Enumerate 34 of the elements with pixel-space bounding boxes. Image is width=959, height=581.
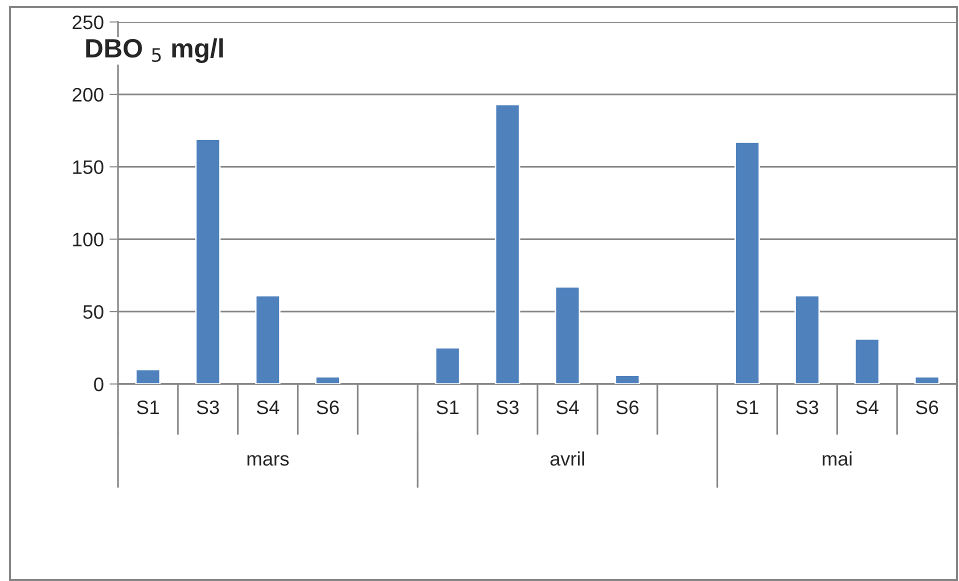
bar (554, 286, 580, 384)
y-tick-label: 50 (83, 305, 104, 319)
text: mars (248, 455, 289, 466)
bar (794, 294, 820, 384)
x-tick-label: S6 (616, 400, 638, 414)
x-tick-label: S3 (196, 400, 219, 414)
bar (315, 376, 340, 384)
x-tick-label: S6 (916, 400, 938, 414)
x-tick-label: S1 (736, 400, 758, 414)
y-tick-label: 0 (94, 377, 104, 392)
x-tick-label: S4 (256, 400, 280, 414)
text: mai (822, 451, 852, 466)
bar (614, 374, 640, 384)
bar (854, 338, 880, 384)
x-tick-label: S1 (436, 400, 459, 414)
text: avril (550, 451, 584, 466)
bar (734, 141, 760, 384)
x-tick-label: S4 (556, 400, 579, 414)
text: DBO $_{5}$ mg/l (86, 38, 223, 64)
y-tick-label: 200 (72, 88, 104, 102)
x-tick-label: S3 (496, 400, 519, 414)
y-tick-label: 250 (72, 15, 104, 30)
bar (135, 368, 161, 384)
bar (255, 294, 280, 384)
y-tick-label: 150 (73, 160, 104, 174)
bar (195, 138, 221, 384)
bar (914, 376, 940, 384)
x-tick-label: S4 (856, 400, 878, 414)
x-tick-label: S3 (796, 400, 818, 414)
bar (434, 347, 460, 384)
x-tick-label: S6 (316, 400, 339, 414)
bar (494, 104, 520, 384)
y-tick-label: 100 (73, 232, 104, 246)
x-tick-label: S1 (136, 400, 159, 414)
